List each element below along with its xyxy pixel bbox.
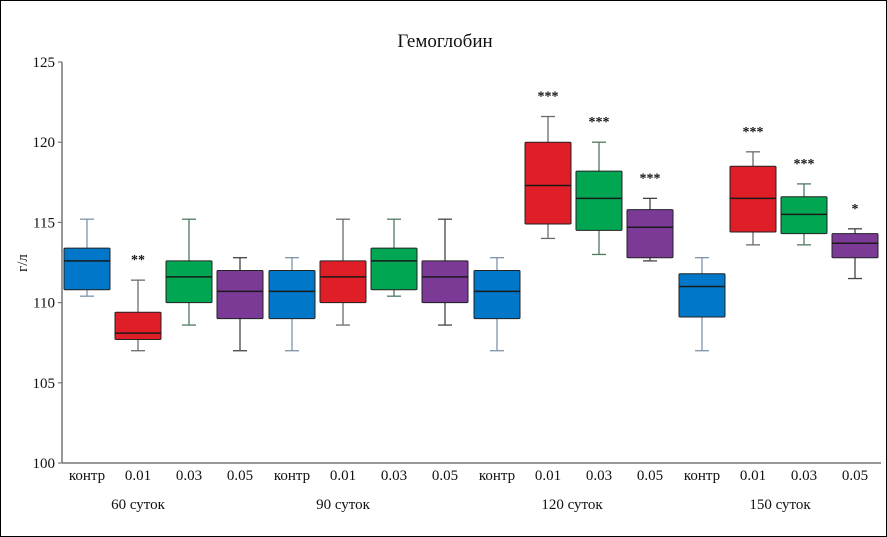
box-iqr <box>729 165 777 233</box>
x-tick-label: 0.01 <box>330 468 356 484</box>
x-tick-label: контр <box>274 468 310 484</box>
box-60-суток-0.05 <box>216 257 264 352</box>
significance-label: *** <box>538 90 559 105</box>
box-60-суток-контр <box>63 218 111 297</box>
box-iqr <box>216 270 264 320</box>
box-iqr <box>63 247 111 291</box>
x-tick-label: 0.03 <box>176 468 202 484</box>
box-90-суток-контр <box>268 257 316 352</box>
axes: 100 105 110 115 120 125 <box>33 55 881 472</box>
box-iqr <box>626 209 674 259</box>
x-tick-label: 0.05 <box>227 468 253 484</box>
group-label: 60 суток <box>111 497 166 513</box>
box-iqr <box>319 260 367 304</box>
box-90-суток-0.05 <box>421 218 469 326</box>
boxes: ****************** <box>63 90 879 352</box>
box-150-суток-0.01: *** <box>729 125 777 246</box>
box-150-суток-0.05: * <box>831 202 879 280</box>
box-iqr <box>473 270 521 320</box>
significance-label: *** <box>794 157 815 172</box>
x-tick-label: 0.05 <box>842 468 868 484</box>
x-tick-label: контр <box>69 468 105 484</box>
x-tick-label: 0.01 <box>125 468 151 484</box>
box-iqr <box>268 270 316 320</box>
box-90-суток-0.03 <box>370 218 418 297</box>
box-120-суток-контр <box>473 257 521 352</box>
box-150-суток-0.03: *** <box>780 157 828 246</box>
box-iqr <box>780 196 828 235</box>
box-iqr <box>831 233 879 259</box>
box-60-суток-0.01: ** <box>114 253 162 352</box>
y-tick-label: 125 <box>33 55 56 71</box>
box-90-суток-0.01 <box>319 218 367 326</box>
chart-title: Гемоглобин <box>397 31 492 52</box>
y-axis-label: г/л <box>15 254 31 272</box>
box-iqr <box>678 273 726 318</box>
group-label: 120 суток <box>541 497 603 513</box>
x-tick-label: 0.03 <box>381 468 407 484</box>
x-tick-label: 0.01 <box>535 468 561 484</box>
significance-label: *** <box>589 115 610 130</box>
x-axis-labels: контр 0.01 0.03 0.05 60 суток контр 0.01 0.03 0.… <box>69 468 868 513</box>
box-iqr <box>524 141 572 225</box>
x-tick-label: контр <box>684 468 720 484</box>
box-120-суток-0.01: *** <box>524 90 572 240</box>
significance-label: *** <box>640 171 661 186</box>
y-tick-label: 115 <box>33 215 55 231</box>
box-150-суток-контр <box>678 257 726 352</box>
y-tick-label: 100 <box>33 456 56 472</box>
x-tick-label: 0.03 <box>791 468 817 484</box>
box-60-суток-0.03 <box>165 218 213 326</box>
group-label: 150 суток <box>749 497 811 513</box>
box-iqr <box>575 170 623 231</box>
box-120-суток-0.03: *** <box>575 115 623 256</box>
box-iqr <box>165 260 213 304</box>
box-120-суток-0.05: *** <box>626 171 674 262</box>
x-tick-label: 0.03 <box>586 468 612 484</box>
box-iqr <box>114 311 162 340</box>
x-tick-label: контр <box>479 468 515 484</box>
x-tick-label: 0.05 <box>637 468 663 484</box>
significance-label: * <box>852 202 859 217</box>
y-tick-label: 105 <box>33 376 56 392</box>
y-tick-label: 110 <box>33 296 55 312</box>
x-tick-label: 0.01 <box>740 468 766 484</box>
y-tick-label: 120 <box>33 135 56 151</box>
x-tick-label: 0.05 <box>432 468 458 484</box>
significance-label: *** <box>743 125 764 140</box>
box-iqr <box>370 247 418 291</box>
group-label: 90 суток <box>316 497 371 513</box>
box-iqr <box>421 260 469 304</box>
significance-label: ** <box>131 253 145 268</box>
